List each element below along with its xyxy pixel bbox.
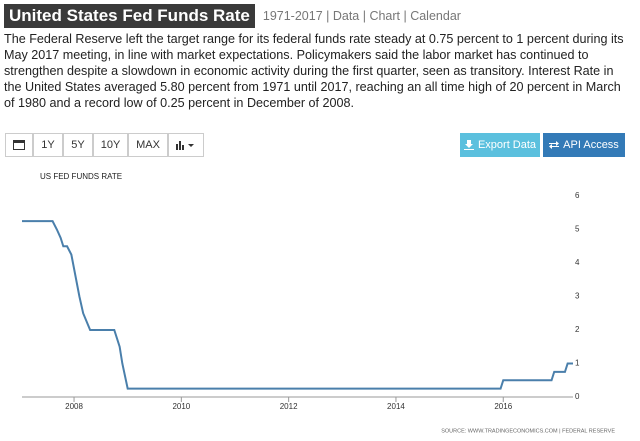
x-tick-label: 2012 <box>280 402 298 411</box>
y-tick-label: 0 <box>575 392 580 401</box>
chart-title: US FED FUNDS RATE <box>40 172 122 181</box>
description: The Federal Reserve left the target rang… <box>4 32 624 110</box>
range-button[interactable]: MAX <box>128 133 168 157</box>
api-button[interactable]: API Access <box>543 133 625 157</box>
x-tick-label: 2016 <box>494 402 512 411</box>
chart-source: SOURCE: WWW.TRADINGECONOMICS.COM | FEDER… <box>441 428 615 434</box>
y-tick-label: 6 <box>575 191 580 200</box>
calendar-button[interactable] <box>5 133 33 157</box>
x-tick-label: 2010 <box>172 402 190 411</box>
y-tick-label: 5 <box>575 225 580 234</box>
page-links[interactable]: 1971-2017 | Data | Chart | Calendar <box>262 9 461 23</box>
download-icon <box>463 140 474 150</box>
api-label: API Access <box>563 139 619 151</box>
y-tick-label: 1 <box>575 359 580 368</box>
chart: US FED FUNDS RATE SOURCE: WWW.TRADINGECO… <box>22 172 615 434</box>
range-button[interactable]: 1Y <box>33 133 63 157</box>
y-tick-label: 2 <box>575 325 580 334</box>
exchange-icon <box>549 141 560 149</box>
y-tick-label: 4 <box>575 258 580 267</box>
export-label: Export Data <box>477 139 537 151</box>
range-button[interactable]: 10Y <box>93 133 128 157</box>
range-button[interactable]: 5Y <box>63 133 93 157</box>
header: United States Fed Funds Rate 1971-2017 |… <box>4 4 461 28</box>
x-tick-label: 2008 <box>65 402 83 411</box>
chart-type-icon <box>176 141 194 150</box>
calendar-icon <box>13 140 25 150</box>
y-tick-label: 3 <box>575 292 580 301</box>
chart-type-button[interactable] <box>168 133 204 157</box>
data-line <box>22 220 573 390</box>
export-button[interactable]: Export Data <box>460 133 540 157</box>
x-tick-label: 2014 <box>387 402 405 411</box>
page-title: United States Fed Funds Rate <box>4 4 255 28</box>
